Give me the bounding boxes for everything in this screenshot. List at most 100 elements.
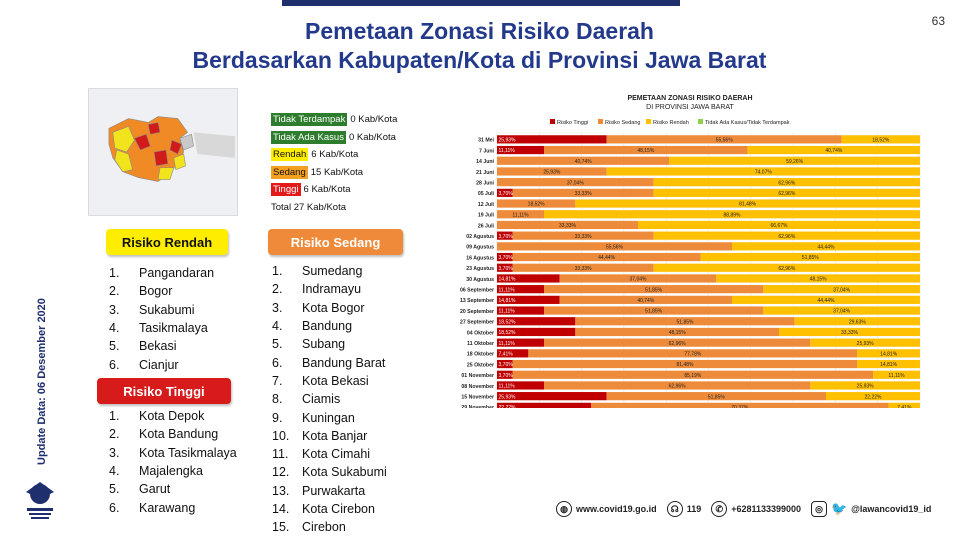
data-label: 66,67%: [771, 223, 789, 229]
bar-segment: [794, 317, 920, 326]
y-category-label: 16 Agustus: [466, 255, 494, 261]
footer-contacts: ◍ www.covid19.go.id ☊ 119 ✆ +62811333990…: [556, 500, 941, 518]
social-text: @lawancovid19_id: [851, 504, 932, 514]
list-item-label: Sumedang: [302, 264, 363, 279]
list-item-label: Purwakarta: [302, 483, 366, 498]
hotline-link[interactable]: ☊ 119: [666, 501, 702, 517]
list-item: 1. Kota Depok: [109, 407, 237, 425]
list-item-label: Bekasi: [139, 339, 177, 354]
website-link[interactable]: ◍ www.covid19.go.id: [556, 501, 657, 517]
data-label: 14,81%: [880, 351, 898, 357]
data-label: 33,33%: [575, 191, 593, 197]
globe-icon: ◍: [556, 501, 572, 517]
data-label: 3,70%: [499, 362, 514, 368]
y-category-label: 13 September: [460, 298, 494, 304]
bar-segment: [497, 402, 591, 408]
instagram-icon: ◎: [811, 501, 828, 517]
data-label: 37,04%: [833, 287, 851, 293]
data-label: 33,33%: [575, 266, 593, 272]
list-item: 15. Cirebon: [272, 518, 387, 536]
bar-segment: [669, 156, 920, 165]
data-label: 25,93%: [857, 341, 875, 347]
bar-segment: [590, 402, 889, 408]
list-item-number: 6.: [109, 357, 120, 372]
bar-segment: [497, 392, 607, 401]
bar-segment: [543, 381, 811, 390]
bar-segment: [497, 156, 670, 165]
page-title: Pemetaan Zonasi Risiko Daerah: [305, 18, 654, 44]
list-item-number: 5.: [109, 482, 120, 497]
list-item-label: Kota Tasikmalaya: [139, 445, 237, 460]
data-label: 11,11%: [499, 384, 516, 390]
data-label: 7,41%: [499, 351, 514, 357]
y-category-label: 30 Agustus: [466, 277, 494, 283]
risiko-rendah-heading: Risiko Rendah: [106, 229, 228, 255]
y-category-label: 21 Juni: [476, 170, 494, 176]
list-item-number: 5.: [109, 339, 120, 354]
zone-value: 0 Kab/Kota: [348, 131, 396, 143]
data-label: 14,81%: [499, 277, 517, 283]
bar-segment: [497, 145, 544, 155]
data-label: 44,44%: [598, 255, 616, 261]
data-label: 33,33%: [841, 330, 859, 336]
bar-segment: [497, 295, 560, 304]
data-label: 3,70%: [499, 255, 514, 261]
data-label: 85,19%: [684, 373, 702, 379]
data-label: 3,70%: [499, 266, 514, 272]
risk-zone-stacked-bar-chart: PEMETAAN ZONASI RISIKO DAERAH DI PROVINSI…: [460, 95, 921, 408]
list-item-label: Bogor: [139, 284, 173, 299]
data-label: 25,93%: [857, 384, 875, 390]
legend-label: Risiko Tinggi: [557, 120, 588, 126]
legend-label: Risiko Sedang: [605, 120, 640, 126]
chart-subtitle: DI PROVINSI JAWA BARAT: [646, 104, 734, 111]
bar-segment: [810, 381, 920, 390]
list-item-number: 9.: [272, 410, 283, 425]
data-label: 7,41%: [897, 405, 912, 408]
bar-segment: [779, 327, 920, 337]
bar-segment: [575, 317, 795, 326]
data-label: 37,04%: [567, 180, 585, 186]
list-item-label: Kota Depok: [139, 409, 205, 424]
bar-segment: [497, 178, 654, 187]
data-label: 11,11%: [499, 287, 516, 293]
data-label: 11,11%: [499, 341, 516, 347]
bar-segment: [543, 306, 764, 315]
risiko-tinggi-heading: Risiko Tinggi: [97, 378, 231, 404]
list-item: 3. Kota Tasikmalaya: [109, 444, 237, 462]
list-item-label: Bandung Barat: [302, 355, 386, 370]
bar-segment: [716, 274, 920, 283]
bar-segment: [497, 199, 576, 208]
hotline-text: 119: [686, 504, 702, 514]
list-item-label: Garut: [139, 482, 171, 497]
bar-segment: [841, 135, 921, 144]
zone-value: 6 Kab/Kota: [311, 149, 359, 161]
list-item: 5. Bekasi: [109, 337, 214, 355]
social-link[interactable]: ◎ 🐦 @lawancovid19_id: [811, 501, 931, 517]
data-label: 18,52%: [872, 137, 890, 143]
bar-segment: [528, 349, 858, 358]
whatsapp-link[interactable]: ✆ +6281133399000: [711, 501, 801, 517]
bar-segment: [512, 263, 654, 272]
data-label: 48,15%: [810, 277, 828, 283]
zone-legend: Tidak Terdampak 0 Kab/Kota Tidak Ada Kasus…: [271, 111, 397, 216]
bar-segment: [700, 252, 920, 262]
zone-row: Tidak Terdampak 0 Kab/Kota: [271, 111, 397, 129]
y-category-label: 11 Oktober: [467, 341, 494, 347]
list-item-label: Kota Cimahi: [302, 447, 371, 462]
list-item-label: Ciamis: [302, 392, 341, 407]
y-category-label: 23 Agustus: [466, 266, 494, 272]
page-number: 63: [931, 14, 945, 28]
data-label: 51,85%: [645, 287, 663, 293]
data-label: 51,85%: [708, 394, 726, 400]
data-label: 62,96%: [778, 234, 796, 240]
list-item-label: Sukabumi: [139, 302, 195, 317]
list-item-number: 1.: [109, 409, 120, 424]
bar-segment: [826, 392, 920, 401]
list-item-number: 11.: [272, 447, 289, 462]
bar-segment: [497, 220, 638, 230]
data-label: 62,96%: [778, 180, 796, 186]
zone-value: 15 Kab/Kota: [310, 166, 364, 178]
list-item-label: Pangandaran: [139, 266, 215, 281]
y-category-label: 28 Juni: [476, 180, 494, 186]
bar-segment: [653, 231, 920, 240]
